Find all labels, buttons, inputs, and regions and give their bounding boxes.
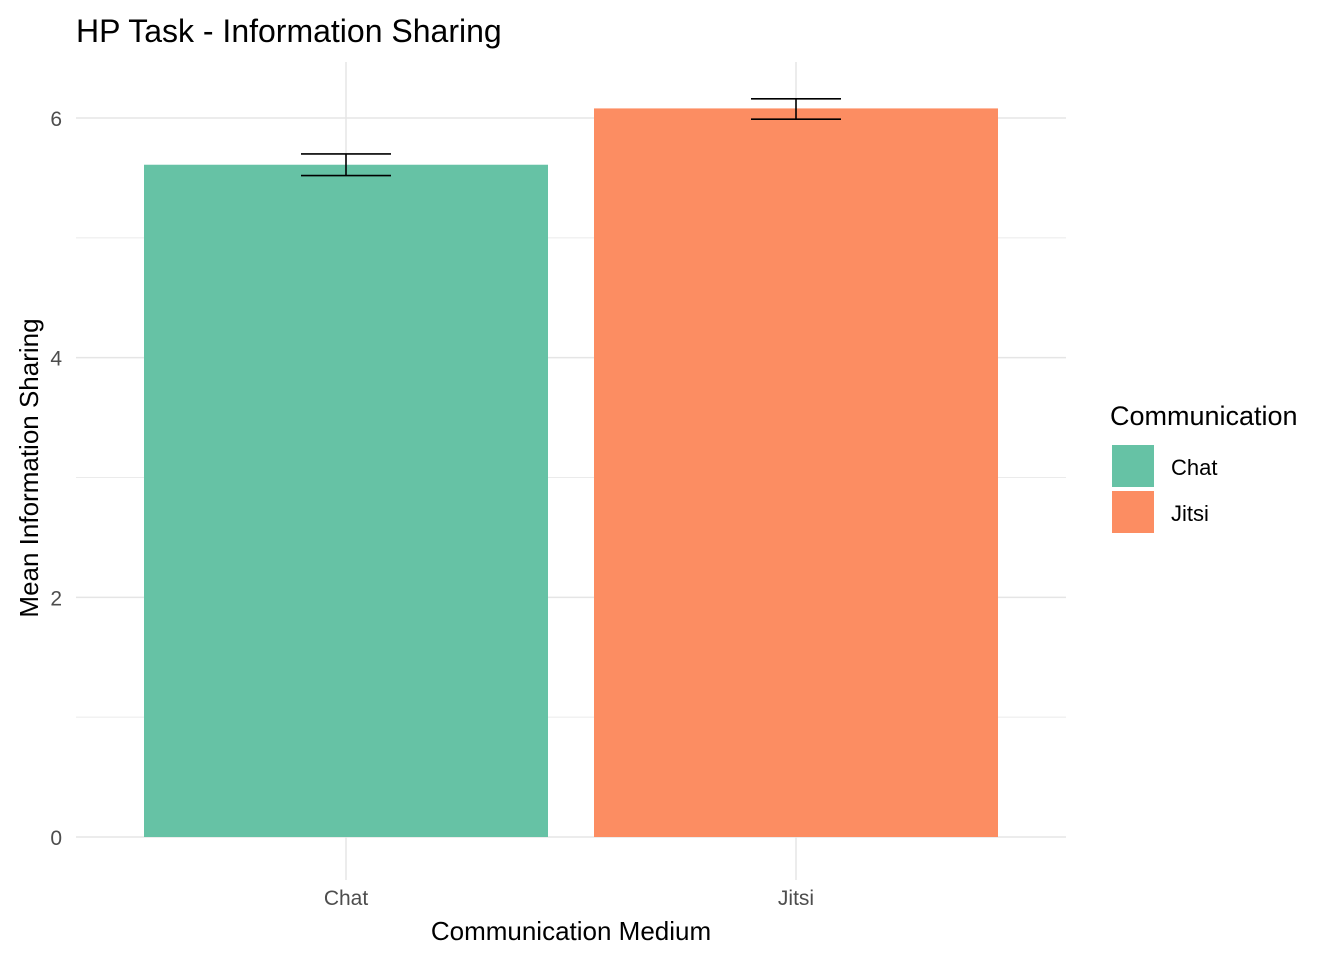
y-tick-label: 0 — [50, 827, 62, 850]
legend-swatch-chat — [1112, 445, 1154, 487]
legend-label-jitsi: Jitsi — [1171, 501, 1209, 526]
legend-swatch-jitsi — [1112, 491, 1154, 533]
y-axis-title: Mean Information Sharing — [14, 318, 44, 617]
bar-chat — [144, 164, 548, 838]
x-axis-title: Communication Medium — [431, 916, 711, 946]
y-tick-label: 2 — [50, 587, 62, 610]
y-tick-label: 6 — [50, 108, 62, 131]
bars — [144, 108, 998, 838]
x-axis-ticks: Chat Jitsi — [324, 887, 814, 910]
error-bars — [301, 98, 841, 177]
x-tick-label: Jitsi — [778, 887, 814, 910]
legend-title: Communication — [1110, 401, 1298, 431]
x-tick-label: Chat — [324, 887, 369, 910]
y-axis-ticks: 0 2 4 6 — [50, 108, 62, 850]
legend: Communication Chat Jitsi — [1110, 401, 1298, 533]
y-tick-label: 4 — [50, 348, 62, 371]
bar-jitsi — [594, 108, 998, 837]
legend-label-chat: Chat — [1171, 455, 1217, 480]
chart-title: HP Task - Information Sharing — [76, 13, 502, 49]
